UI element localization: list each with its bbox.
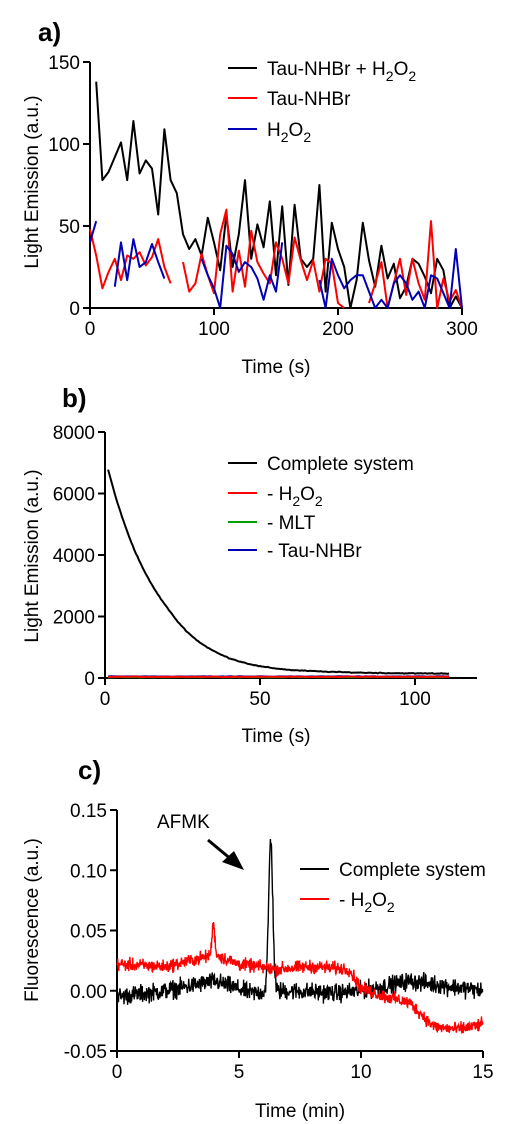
xtick-label-a-1: 100 <box>198 319 230 340</box>
xtick-label-b-0: 0 <box>100 689 111 710</box>
panel-letter-b: b) <box>62 383 87 413</box>
ytick-label-a-3: 150 <box>48 53 80 74</box>
legend-label-a-1: Tau-NHBr <box>267 89 351 110</box>
panel-a: a) Light Emission (a.u.) Time (s) 0 50 100… <box>22 17 478 378</box>
xtick-label-c-3: 15 <box>472 1062 493 1083</box>
panel-letter-a: a) <box>38 17 61 47</box>
legend-label-b-0: Complete system <box>267 454 414 475</box>
ytick-label-c-2: 0.05 <box>70 922 107 943</box>
panel-letter-c: c) <box>78 755 101 785</box>
ytick-label-a-1: 50 <box>59 217 80 238</box>
xtick-label-a-3: 300 <box>446 319 478 340</box>
ytick-label-c-0: -0.05 <box>64 1042 107 1063</box>
panel-c: c) Fluorescence (a.u.) Time (min) -0.050… <box>22 755 494 1122</box>
ytick-label-c-3: 0.10 <box>70 861 107 882</box>
series-line-b-1 <box>108 675 450 679</box>
panel-c-ylabel: Fluorescence (a.u.) <box>22 838 43 1002</box>
panel-a-ylabel: Light Emission (a.u.) <box>22 95 43 268</box>
series-line-a-2 <box>89 220 463 309</box>
ytick-label-c-4: 0.15 <box>70 801 107 822</box>
ytick-label-a-0: 0 <box>69 299 80 320</box>
panel-b-legend: Complete system - H2O2 - MLT - Tau-NHBr <box>228 454 414 562</box>
series-line-c-0 <box>116 838 484 1005</box>
ytick-label-b-2: 4000 <box>53 546 95 567</box>
xtick-label-c-2: 10 <box>350 1062 371 1083</box>
legend-label-a-0: Tau-NHBr + H2O2 <box>267 59 416 84</box>
ytick-label-c-1: 0.00 <box>70 982 107 1003</box>
legend-label-b-2: - MLT <box>267 513 316 534</box>
legend-label-a-2: H2O2 <box>267 120 311 145</box>
ytick-label-a-2: 100 <box>48 135 80 156</box>
legend-label-b-1: - H2O2 <box>267 484 323 509</box>
panel-c-legend: Complete system - H2O2 <box>300 860 486 915</box>
xtick-label-b-2: 100 <box>399 689 431 710</box>
xtick-label-a-0: 0 <box>85 319 96 340</box>
legend-label-b-3: - Tau-NHBr <box>267 541 362 562</box>
afmk-label: AFMK <box>157 812 210 833</box>
afmk-arrow-head <box>222 851 244 870</box>
xtick-label-a-2: 200 <box>322 319 354 340</box>
panel-b-ylabel: Light Emission (a.u.) <box>22 469 43 642</box>
xtick-label-c-0: 0 <box>112 1062 123 1083</box>
xtick-label-b-1: 50 <box>249 689 270 710</box>
xtick-label-c-1: 5 <box>234 1062 245 1083</box>
series-line-b-0 <box>107 469 450 675</box>
ytick-label-b-3: 6000 <box>53 485 95 506</box>
legend-label-c-1: - H2O2 <box>339 890 395 915</box>
panel-a-xlabel: Time (s) <box>242 357 311 378</box>
ytick-label-b-0: 0 <box>84 669 95 690</box>
afmk-annotation: AFMK <box>157 812 244 870</box>
panel-a-legend: Tau-NHBr + H2O2 Tau-NHBr H2O2 <box>228 59 416 145</box>
legend-label-c-0: Complete system <box>339 860 486 881</box>
series-line-c-1 <box>116 921 484 1035</box>
ytick-label-b-4: 8000 <box>53 423 95 444</box>
ytick-label-b-1: 2000 <box>53 608 95 629</box>
panel-c-xlabel: Time (min) <box>255 1101 345 1122</box>
series-line-a-0 <box>95 81 463 309</box>
panel-b: b) Light Emission (a.u.) Time (s) 0 2000 4… <box>22 383 477 747</box>
series-line-a-1 <box>89 208 463 309</box>
panel-b-xlabel: Time (s) <box>242 726 311 747</box>
